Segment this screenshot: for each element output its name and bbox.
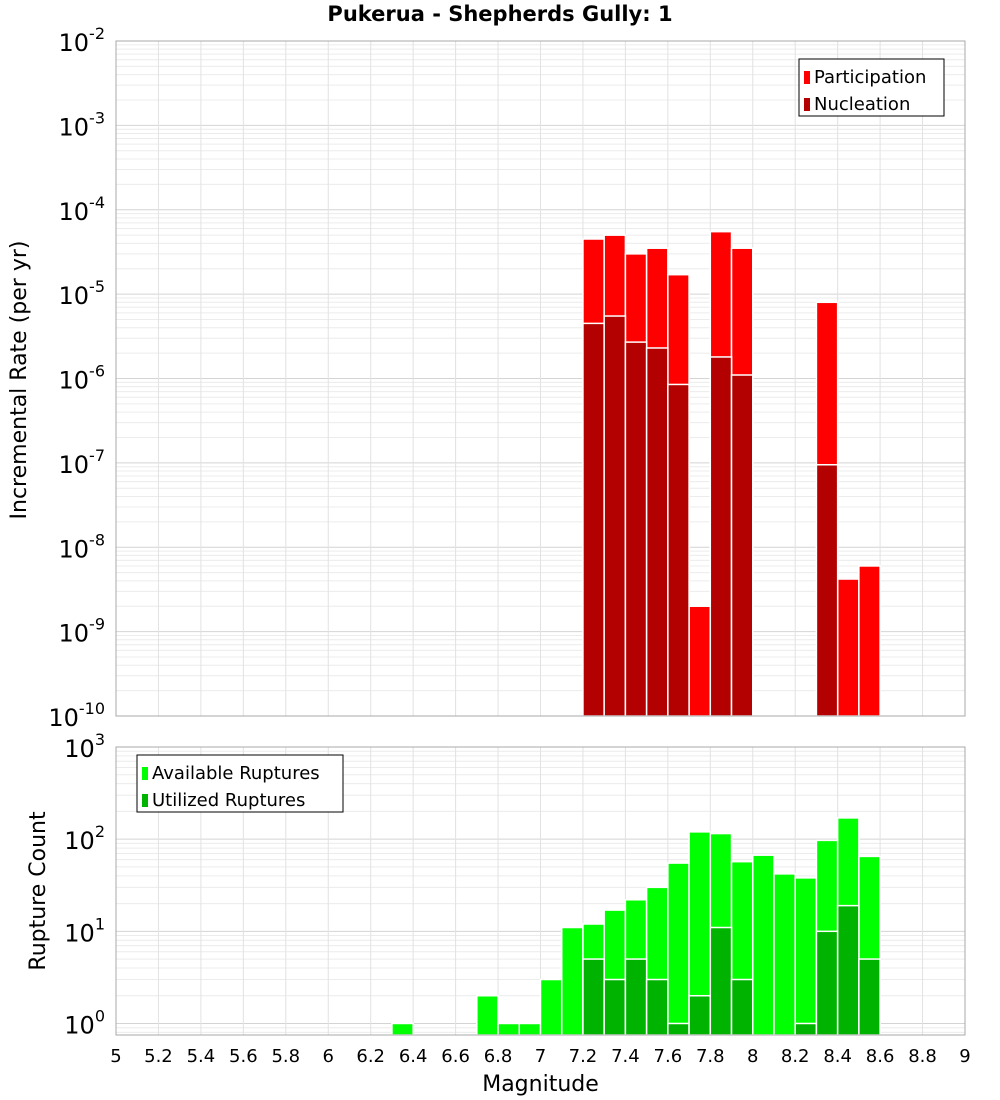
x-tick-label: 6.2 [356,1046,385,1067]
count-legend: Available Ruptures Utilized Ruptures [136,754,344,813]
bar-series-1 [667,862,690,1036]
x-tick-label: 5.8 [271,1046,300,1067]
y-tick-label: 10-10 [48,699,105,732]
plot-border [115,40,966,717]
legend-box [136,754,344,813]
y-tick-label: 10-6 [59,362,106,395]
legend-label: Nucleation [814,94,910,115]
x-tick-label: 9 [959,1046,970,1067]
chart-title: Pukerua - Shepherds Gully: 1 [327,2,673,26]
y-tick-label: 10-5 [59,277,106,310]
bar-series-2 [709,356,733,717]
bar-series-1 [560,926,584,1036]
x-tick-label: 7.8 [696,1046,725,1067]
bar-series-2 [645,347,669,717]
bar-series-1 [476,994,499,1036]
x-tick-label: 5.2 [144,1046,173,1067]
y-tick-label: 103 [64,730,105,763]
bar-series-1 [539,978,563,1036]
bar-series-2 [858,958,881,1036]
x-tick-label: 6 [323,1046,334,1067]
bar-series-1 [836,578,860,717]
x-tick-label: 8 [747,1046,758,1067]
bar-series-2 [582,322,605,717]
y-axis-label-rate: Incremental Rate (per yr) [7,241,32,520]
plot-border [115,746,966,1036]
x-tick-label: 8.4 [823,1046,852,1067]
y-tick-label: 10-7 [59,446,106,479]
bar-series-2 [815,930,839,1036]
y-axis-label-count: Rupture Count [26,811,51,971]
x-tick-label: 8.6 [866,1046,895,1067]
legend-label: Available Ruptures [152,763,320,784]
x-tick-label: 8.2 [781,1046,810,1067]
bar-series-1 [794,877,818,1036]
bar-series-1 [497,1022,521,1036]
bar-series-2 [603,978,627,1036]
bar-series-2 [794,1022,818,1036]
rate-legend: Participation Nucleation [798,58,945,117]
y-tick-label: 10-3 [59,108,106,141]
legend-swatch [804,71,810,84]
x-tick-label: 6.6 [441,1046,470,1067]
x-tick-label: 5 [110,1046,121,1067]
x-tick-label: 7.6 [654,1046,683,1067]
y-tick-label: 101 [64,914,105,947]
x-tick-label: 7.4 [611,1046,640,1067]
legend-label: Participation [814,67,926,88]
y-tick-label: 100 [64,1006,105,1039]
y-tick-label: 102 [64,822,105,855]
x-tick-label: 5.4 [187,1046,216,1067]
x-tick-label: 7 [535,1046,546,1067]
bar-series-2 [709,926,733,1036]
bar-series-1 [752,854,775,1036]
legend-swatch [804,98,810,111]
bar-series-2 [624,341,648,717]
bar-series-2 [730,978,754,1036]
bar-series-2 [667,1022,690,1036]
legend-label: Utilized Ruptures [152,790,305,811]
bar-series-1 [773,873,796,1036]
bar-series-2 [836,904,860,1036]
x-tick-label: 8.8 [908,1046,937,1067]
bar-series-2 [730,374,754,717]
bar-series-2 [624,958,648,1036]
bar-series-2 [582,958,605,1036]
x-tick-label: 6.4 [399,1046,428,1067]
bar-series-2 [603,315,627,717]
bar-series-2 [815,464,839,717]
bar-series-1 [391,1022,414,1036]
y-tick-label: 10-8 [59,530,106,563]
bar-series-2 [667,383,690,717]
x-tick-label: 5.6 [229,1046,258,1067]
x-tick-label: 7.2 [569,1046,598,1067]
legend-box [798,58,945,117]
bar-series-2 [688,994,712,1036]
y-tick-label: 10-9 [59,615,106,648]
bar-series-1 [858,565,881,717]
rate-panel: 10-10 10-9 10-8 10-7 10-6 10-5 10-4 10-3 10-2 [48,24,966,732]
x-tick-label: 6.8 [484,1046,513,1067]
legend-swatch [142,767,148,780]
y-tick-label: 10-4 [59,193,106,226]
bar-series-1 [688,605,712,717]
y-tick-label: 10-2 [59,24,106,57]
x-axis-label: Magnitude [482,1072,599,1097]
bar-series-2 [645,978,669,1036]
bar-series-1 [518,1022,542,1036]
legend-swatch [142,794,148,807]
